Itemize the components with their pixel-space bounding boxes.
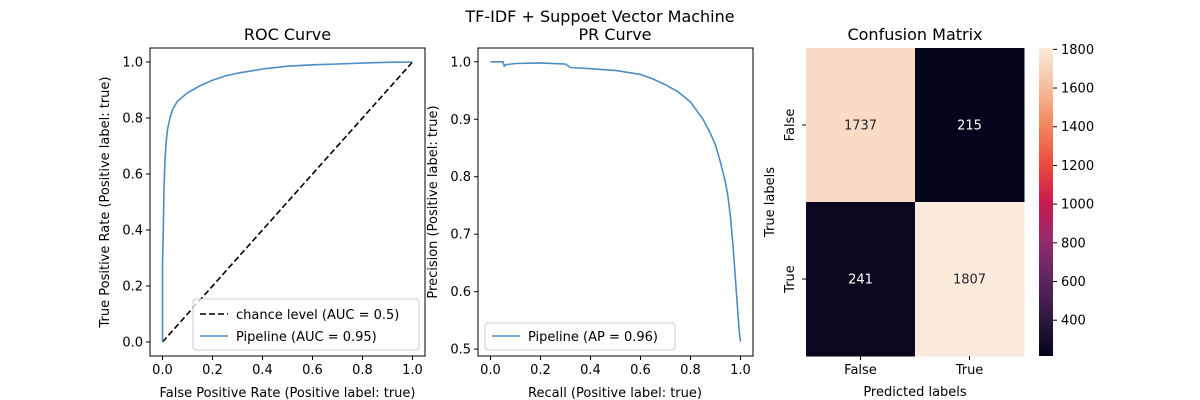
pr-x-tick-label-4: 0.8 <box>680 363 701 378</box>
cm-cell-1-1 <box>915 202 1025 357</box>
roc-legend-label-chance: chance level (AUC = 0.5) <box>236 308 399 323</box>
pr-x-tick-label-0: 0.0 <box>480 363 501 378</box>
roc-legend-box <box>192 298 420 351</box>
colorbar-tick-label-5: 800 <box>1061 236 1086 251</box>
pr-plot-frame <box>477 47 754 357</box>
cm-title: Confusion Matrix <box>847 25 982 44</box>
roc-x-tick-label-1: 0.2 <box>202 363 223 378</box>
roc-y-tick-label-0: 0.0 <box>122 336 143 351</box>
pr-x-tick-label-2: 0.4 <box>580 363 601 378</box>
roc-legend-label-pipeline: Pipeline (AUC = 0.95) <box>236 330 377 345</box>
colorbar-tick-label-2: 1400 <box>1061 120 1094 135</box>
roc-legend: chance level (AUC = 0.5) Pipeline (AUC =… <box>192 298 420 351</box>
pr-y-tick-label-0: 0.5 <box>450 343 471 358</box>
pr-legend: Pipeline (AP = 0.96) <box>484 322 676 351</box>
cm-cell-0-0 <box>806 48 916 203</box>
pr-y-tick-label-4: 0.9 <box>450 113 471 128</box>
pr-series-line-0 <box>490 60 742 342</box>
pr-x-tick-label-5: 1.0 <box>730 363 751 378</box>
cm-y-axis-label: True labels <box>763 167 778 238</box>
pr-x-tick-label-1: 0.2 <box>530 363 551 378</box>
roc-y-tick-label-4: 0.8 <box>122 112 143 127</box>
roc-panel: ROC Curve 0.0 0.2 0.4 0.6 0.8 1.0 0.0 0.2 0.4 0.6… <box>98 25 426 400</box>
roc-plot-frame <box>149 47 426 357</box>
cm-x-tick-label-0: False <box>844 363 877 378</box>
cm-y-tick-label-0: False <box>783 109 798 142</box>
pr-y-tick-label-3: 0.8 <box>450 170 471 185</box>
colorbar-tick-label-3: 1200 <box>1061 159 1094 174</box>
colorbar-ticks: 1800 1600 1400 1200 1000 800 600 400 <box>1053 43 1094 329</box>
roc-title: ROC Curve <box>244 25 331 44</box>
colorbar-tick-label-1: 1600 <box>1061 82 1094 97</box>
cm-cell-value-0-1: 215 <box>957 119 982 134</box>
roc-x-tick-label-4: 0.8 <box>352 363 373 378</box>
roc-y-tick-label-3: 0.6 <box>122 168 143 183</box>
cm-cell-value-1-1: 1807 <box>953 273 986 288</box>
roc-y-tick-label-2: 0.4 <box>122 224 143 239</box>
roc-x-tick-label-5: 1.0 <box>402 363 423 378</box>
cm-x-tick-label-1: True <box>955 363 984 378</box>
colorbar <box>1039 48 1053 356</box>
pr-panel: PR Curve 0.0 0.2 0.4 0.6 0.8 1.00.50.60.70.80… <box>426 25 754 400</box>
pr-x-axis-label: Recall (Positive label: true) <box>528 386 702 400</box>
roc-x-axis-label: False Positive Rate (Positive label: tru… <box>160 386 416 400</box>
roc-x-tick-label-0: 0.0 <box>152 363 173 378</box>
roc-y-axis-label: True Positive Rate (Positive label: true… <box>98 77 113 329</box>
roc-x-tick-label-3: 0.6 <box>302 363 323 378</box>
figure-suptitle: TF-IDF + Suppoet Vector Machine <box>464 7 734 26</box>
pr-title: PR Curve <box>578 25 651 44</box>
pr-y-axis-label: Precision (Positive label: true) <box>426 105 441 298</box>
cm-x-axis-label: Predicted labels <box>863 385 967 400</box>
cm-cell-1-0 <box>806 202 916 357</box>
colorbar-tick-label-4: 1000 <box>1061 198 1094 213</box>
roc-marks: 0.0 0.2 0.4 0.6 0.8 1.0 0.0 0.2 0.4 0.6 0.8 1.0 <box>122 56 423 379</box>
cm-cell-value-0-0: 1737 <box>844 119 877 134</box>
confusion-panel: Confusion Matrix 1737 215 241 1807 False True… <box>763 25 1094 400</box>
pr-legend-box <box>484 322 676 351</box>
pr-legend-label-pipeline: Pipeline (AP = 0.96) <box>528 330 658 345</box>
roc-y-tick-label-5: 1.0 <box>122 56 143 71</box>
cm-marks: 1737 215 241 1807 False True False True <box>783 48 1025 378</box>
colorbar-tick-label-7: 400 <box>1061 314 1086 329</box>
pr-y-tick-label-5: 1.0 <box>450 55 471 70</box>
cm-cell-value-1-0: 241 <box>848 273 873 288</box>
pr-x-tick-label-3: 0.6 <box>630 363 651 378</box>
cm-y-tick-label-1: True <box>783 265 798 294</box>
pr-marks: 0.0 0.2 0.4 0.6 0.8 1.0 0.5 0.6 0.7 0.8 0.9 1.0 <box>450 55 751 378</box>
cm-cell-0-1 <box>915 48 1025 203</box>
colorbar-tick-label-0: 1800 <box>1061 43 1094 58</box>
roc-series-line-1 <box>161 61 413 342</box>
colorbar-tick-label-6: 600 <box>1061 275 1086 290</box>
roc-y-tick-label-1: 0.2 <box>122 280 143 295</box>
pr-y-tick-label-2: 0.7 <box>450 228 471 243</box>
roc-x-tick-label-2: 0.4 <box>252 363 273 378</box>
pr-y-tick-label-1: 0.6 <box>450 285 471 300</box>
